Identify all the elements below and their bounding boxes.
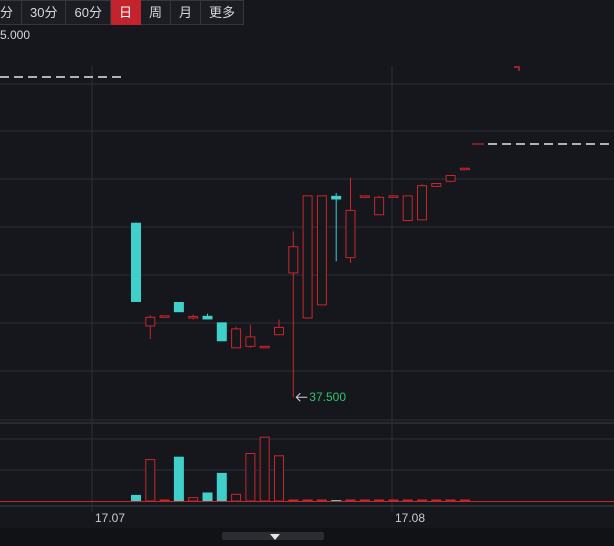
volume-bar-up (431, 499, 442, 502)
candle-down (331, 195, 342, 200)
candle-up (445, 175, 456, 182)
corner-marker-icon (514, 66, 520, 71)
candle-up (402, 195, 413, 222)
volume-series (0, 436, 614, 502)
candle-up (259, 345, 270, 349)
reference-lines (0, 66, 614, 145)
x-axis-label: 17.07 (95, 511, 125, 525)
volume-bar-up (159, 499, 170, 502)
volume-bar-up (316, 499, 327, 502)
scroll-down-arrow-icon[interactable] (270, 534, 280, 540)
volume-bar-up (288, 499, 299, 502)
candlestick-series (131, 167, 470, 398)
volume-bar-up (345, 499, 356, 502)
candle-up (231, 328, 242, 349)
candle-down (131, 222, 141, 302)
kline-chart[interactable]: 37.500 17.07 17.08 (0, 0, 614, 528)
candle-up (245, 336, 256, 347)
volume-bar-down (173, 456, 184, 501)
candle-up (316, 195, 327, 306)
volume-bar-up (417, 499, 427, 502)
period-minute-button[interactable]: 分 (0, 0, 23, 25)
period-toolbar: 分 30分 60分 日 周 月 更多 (0, 0, 245, 25)
volume-bar-up (388, 499, 399, 502)
volume-bar-up (145, 459, 156, 502)
candle-up (374, 196, 385, 216)
volume-bar-up (259, 436, 270, 502)
candle-up (288, 246, 299, 274)
period-60min-button[interactable]: 60分 (66, 0, 111, 25)
candle-up (345, 209, 356, 259)
volume-bar-up (231, 493, 242, 502)
price-axis-label: 5.000 (0, 28, 31, 42)
volume-bar-down (331, 500, 342, 501)
candle-down (173, 302, 184, 313)
volume-bar-up (445, 499, 456, 502)
volume-bar-up (302, 499, 313, 502)
candle-up (359, 195, 370, 198)
candle-down (202, 315, 213, 320)
candle-up (145, 316, 156, 327)
period-more-button[interactable]: 更多 (201, 0, 245, 25)
candle-up (431, 182, 442, 187)
volume-bar-up (245, 453, 256, 502)
candle-up (274, 326, 284, 336)
volume-bar-down (131, 494, 141, 501)
period-week-button[interactable]: 周 (140, 0, 171, 25)
low-arrow-icon (295, 392, 308, 402)
candle-up (417, 185, 427, 221)
period-day-button[interactable]: 日 (110, 0, 141, 25)
candle-up (302, 195, 313, 319)
volume-bar-up (359, 499, 370, 502)
volume-bar-up (188, 497, 199, 502)
volume-bar-down (216, 472, 227, 501)
volume-bar-up (402, 499, 413, 502)
volume-bar-up (274, 455, 284, 502)
candle-up (459, 167, 470, 171)
period-30min-button[interactable]: 30分 (22, 0, 67, 25)
volume-bar-up (459, 499, 470, 502)
period-month-button[interactable]: 月 (170, 0, 201, 25)
candle-up (159, 315, 170, 318)
x-axis-label: 17.08 (395, 511, 425, 525)
low-price-label: 37.500 (309, 390, 346, 404)
candle-up (188, 316, 199, 319)
chart-labels: 37.500 17.07 17.08 (95, 390, 425, 525)
candle-up (388, 195, 399, 198)
chart-grid (0, 66, 614, 512)
volume-bar-down (202, 492, 213, 501)
volume-bar-up (374, 499, 385, 502)
candle-down (216, 322, 227, 342)
